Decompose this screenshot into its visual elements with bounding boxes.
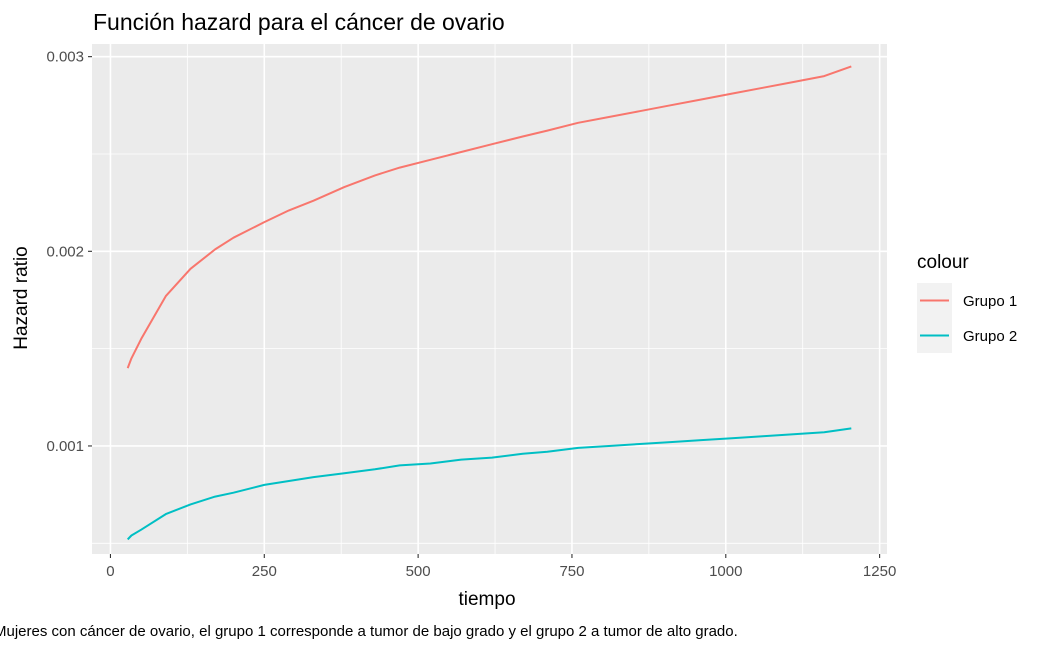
x-tick-label: 1250 [863,563,896,580]
legend-label-grupo-1: Grupo 1 [963,293,1017,310]
plot-panel [92,44,887,554]
chart-title: Función hazard para el cáncer de ovario [93,9,505,35]
x-tick-label: 500 [406,563,431,580]
grid-minor [92,44,887,554]
series-layer [126,65,852,541]
series-line-grupo-2 [126,427,852,541]
y-tick-label: 0.003 [46,49,84,66]
legend-label-grupo-2: Grupo 2 [963,328,1017,345]
legend: colour Grupo 1 Grupo 2 [917,252,1017,353]
legend-title: colour [917,252,969,273]
x-tick-label: 0 [106,563,114,580]
grid-major [92,44,887,554]
series-line-grupo-1 [126,65,852,369]
y-tick-label: 0.001 [46,438,84,455]
x-tick-label: 750 [559,563,584,580]
axis-ticks [88,56,881,558]
x-tick-label: 1000 [709,563,742,580]
x-tick-label: 250 [252,563,277,580]
chart-caption: Mujeres con cáncer de ovario, el grupo 1… [0,623,738,640]
y-axis-title: Hazard ratio [11,246,32,350]
x-axis-title: tiempo [458,589,515,610]
y-tick-label: 0.002 [46,243,84,260]
tick-labels: 0 250 500 750 1000 1250 0.001 0.002 0.003 [46,49,896,580]
